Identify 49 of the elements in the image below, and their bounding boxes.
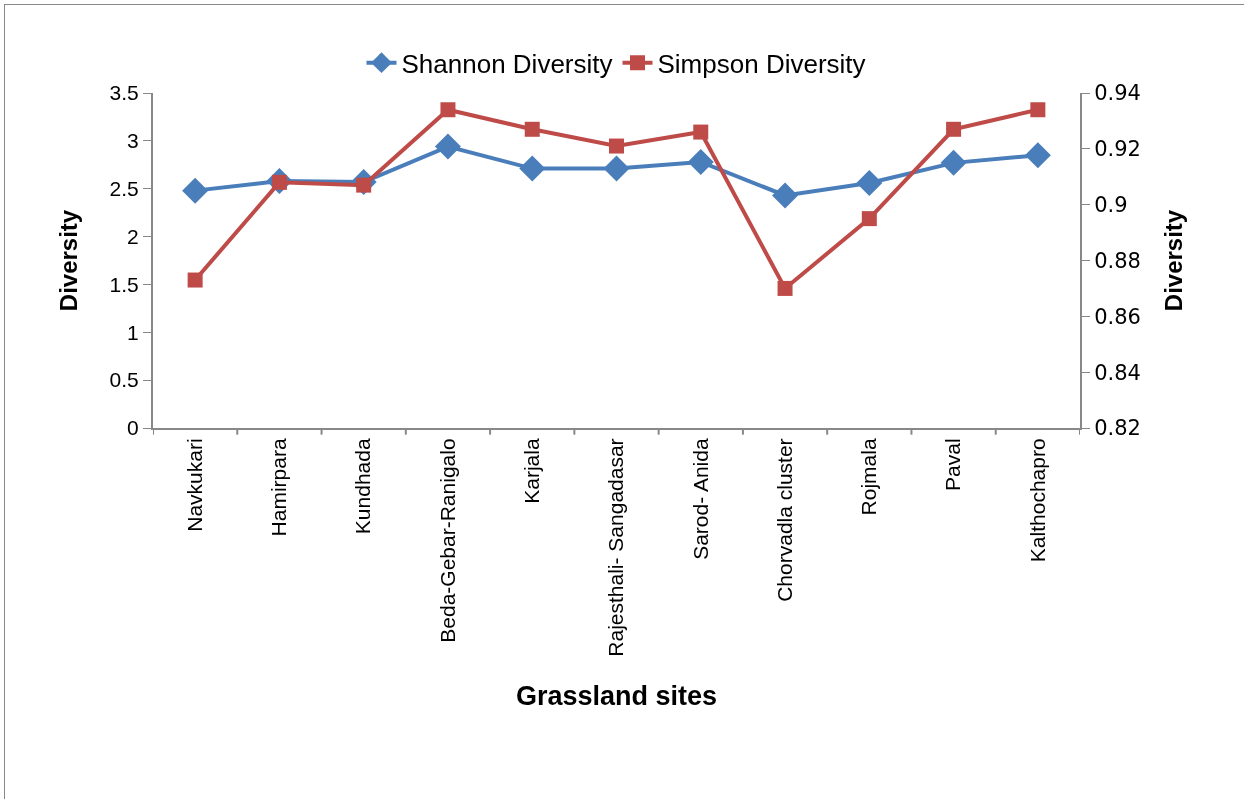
y-tick-label: 1 bbox=[127, 320, 139, 344]
x-tick-label: Chorvadla cluster bbox=[772, 438, 796, 602]
point bbox=[687, 148, 714, 175]
y-tick-label: 2.5 bbox=[109, 177, 139, 201]
y-tick-label: 1.5 bbox=[109, 272, 139, 296]
x-axis-title: Grassland sites bbox=[515, 680, 718, 711]
x-tick-label: Kalthochapro bbox=[1025, 438, 1049, 563]
x-tick-label: Paval bbox=[941, 438, 965, 491]
y2-tick-label: 0.92 bbox=[1094, 137, 1141, 162]
y2-tick-label: 0.82 bbox=[1094, 416, 1141, 441]
y-tick-label: 3 bbox=[127, 129, 139, 153]
x-tick-label: Karjala bbox=[520, 438, 544, 504]
point bbox=[946, 121, 962, 137]
legend-label: Shannon Diversity bbox=[401, 48, 613, 79]
point bbox=[524, 121, 540, 137]
x-tick-label: Sarod- Anida bbox=[688, 438, 712, 560]
y-tick-label: 0.5 bbox=[109, 368, 139, 392]
point bbox=[856, 169, 883, 196]
point bbox=[187, 272, 203, 288]
y2-tick-label: 0.84 bbox=[1094, 360, 1141, 385]
x-tick-label: Rojmala bbox=[857, 438, 881, 516]
x-tick-label: Beda-Gebar-Ranigalo bbox=[435, 438, 459, 643]
point bbox=[777, 280, 793, 296]
point bbox=[1024, 142, 1051, 169]
y-tick-label: 0 bbox=[127, 416, 139, 440]
x-tick-label: Rajesthali- Sangadasar bbox=[604, 438, 628, 657]
x-tick-label: Navkukari bbox=[182, 438, 206, 532]
legend-label: Simpson Diversity bbox=[657, 48, 866, 79]
point bbox=[772, 182, 799, 209]
point bbox=[940, 149, 967, 176]
point bbox=[861, 211, 877, 227]
y2-tick-label: 0.94 bbox=[1094, 81, 1141, 106]
point bbox=[693, 124, 709, 140]
y-tick-label: 3.5 bbox=[109, 81, 139, 105]
point bbox=[434, 133, 461, 160]
point bbox=[182, 177, 209, 204]
point bbox=[519, 155, 546, 182]
point bbox=[440, 102, 456, 118]
x-tick-label: Hamirpara bbox=[267, 438, 291, 537]
y-axis-title: Diversity bbox=[55, 209, 83, 312]
y2-tick-label: 0.88 bbox=[1094, 248, 1141, 273]
point bbox=[603, 155, 630, 182]
point bbox=[609, 138, 624, 154]
y2-tick-label: 0.86 bbox=[1094, 304, 1141, 329]
y-tick-label: 2 bbox=[127, 224, 139, 248]
y2-tick-label: 0.9 bbox=[1094, 193, 1128, 218]
y2-axis-title: Diversity bbox=[1159, 209, 1187, 312]
point bbox=[1030, 102, 1046, 118]
x-tick-label: Kundhada bbox=[351, 438, 375, 535]
